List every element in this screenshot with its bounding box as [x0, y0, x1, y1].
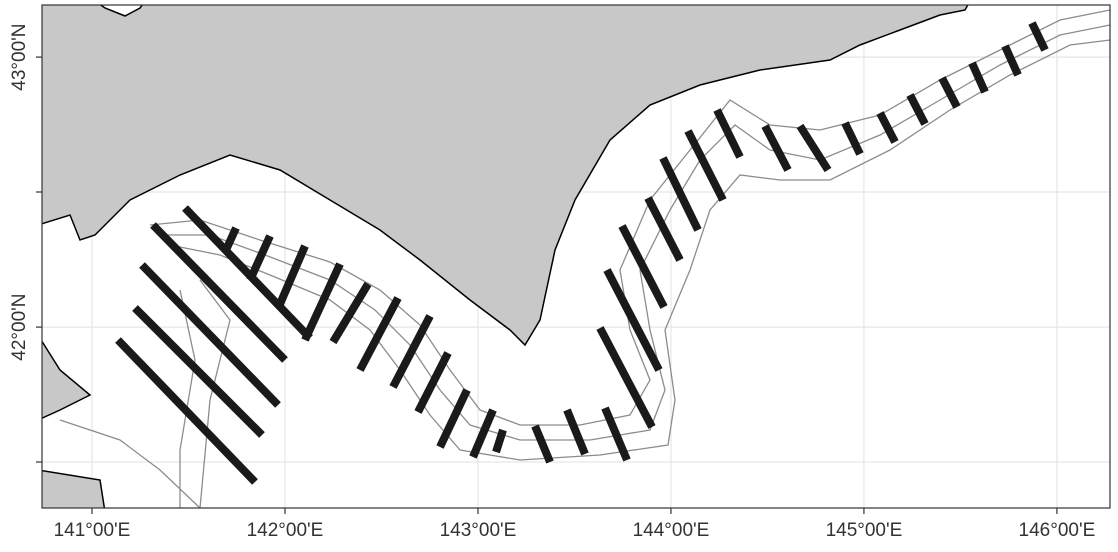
y-tick-label: 43°00'N: [9, 23, 30, 90]
transect: [115, 337, 258, 485]
transect: [469, 408, 497, 459]
transect: [182, 205, 313, 341]
transect: [356, 296, 402, 372]
x-tick-label: 143°00'E: [440, 520, 517, 541]
transect: [938, 76, 961, 109]
x-tick-label: 145°00'E: [826, 520, 903, 541]
transect: [329, 281, 372, 345]
land: [42, 469, 106, 508]
contour: [169, 39, 1110, 461]
transect: [644, 196, 684, 262]
transect: [603, 268, 663, 372]
transect: [659, 156, 702, 232]
transects: [115, 21, 1049, 485]
transect: [563, 408, 589, 456]
contour: [149, 9, 1110, 426]
transect: [618, 224, 668, 309]
transect: [968, 61, 989, 94]
transect: [1028, 21, 1049, 52]
transect: [531, 424, 554, 464]
y-tick-label: 42°00'N: [9, 293, 30, 360]
land: [42, 339, 92, 420]
x-tick-label: 141°00'E: [54, 520, 131, 541]
transect: [796, 123, 832, 173]
transect: [132, 305, 265, 438]
land: [42, 5, 969, 347]
transect: [1001, 44, 1022, 77]
x-tick-label: 144°00'E: [633, 520, 710, 541]
map-content: [42, 5, 1110, 508]
transect: [713, 108, 744, 159]
transect: [841, 121, 864, 156]
transect: [301, 262, 344, 342]
land-notch: [99, 5, 144, 17]
transect: [876, 111, 899, 144]
transect: [436, 388, 471, 449]
transect: [684, 129, 727, 202]
transect: [761, 124, 792, 172]
panel-border: [41, 4, 1111, 509]
transect: [389, 314, 434, 389]
transect: [492, 428, 507, 454]
transect: [139, 262, 281, 408]
transect: [906, 93, 929, 126]
x-tick-label: 146°00'E: [1019, 520, 1096, 541]
transect: [246, 234, 274, 282]
contour: [59, 279, 231, 508]
transect: [596, 326, 656, 429]
transect: [601, 406, 631, 462]
transect: [150, 222, 288, 363]
transect: [414, 351, 452, 414]
x-tick-label: 142°00'E: [247, 520, 324, 541]
transect: [276, 244, 309, 306]
transect: [222, 226, 240, 252]
